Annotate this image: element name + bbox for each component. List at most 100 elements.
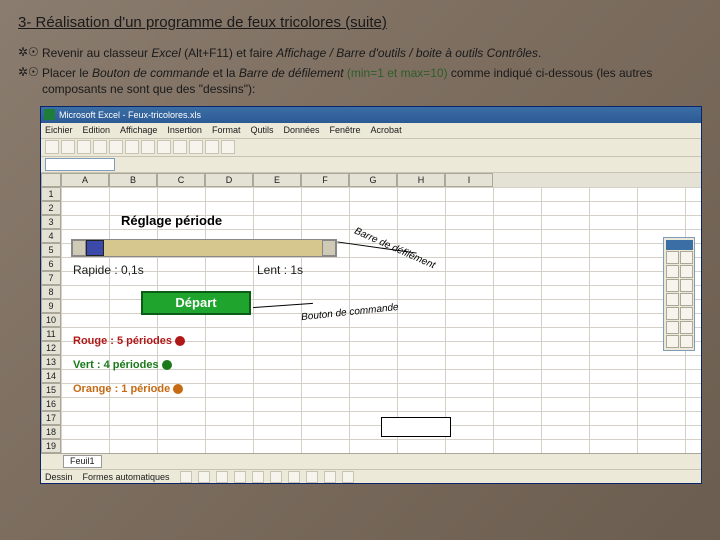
worksheet-grid[interactable]: 1 2 3 4 5 6 7 8 9 10 11 12 13 14 15 16 1… [41,187,701,465]
col-header-e[interactable]: E [253,173,301,187]
menu-fenetre[interactable]: Fenêtre [330,125,361,135]
draw-tool[interactable] [180,471,192,483]
b1-menu: Affichage / Barre d'outils / boite à out… [276,46,538,60]
row-header[interactable]: 11 [41,327,61,341]
toolbar-button[interactable] [157,140,171,154]
select-all-corner[interactable] [41,173,61,187]
row-header[interactable]: 5 [41,243,61,257]
cell-area[interactable]: Réglage période Rapide : 0,1s Lent : 1s … [61,187,701,465]
draw-tool[interactable] [198,471,210,483]
sheet-tab[interactable]: Feuil1 [63,455,102,468]
menu-format[interactable]: Format [212,125,241,135]
b2-bouton: Bouton de commande [92,66,209,80]
row-header[interactable]: 18 [41,425,61,439]
row-header[interactable]: 15 [41,383,61,397]
tool-button[interactable] [680,251,693,264]
orange-row: Orange : 1 période [73,383,183,395]
draw-tool[interactable] [234,471,246,483]
toolbar-button[interactable] [189,140,203,154]
toolbar-button[interactable] [221,140,235,154]
col-header-a[interactable]: A [61,173,109,187]
scrollbar-thumb[interactable] [86,240,104,256]
row-header[interactable]: 16 [41,397,61,411]
tool-button[interactable] [666,265,679,278]
depart-button[interactable]: Départ [141,291,251,315]
bullet-text-1: Revenir au classeur Excel (Alt+F11) et f… [42,45,702,61]
row-header[interactable]: 6 [41,257,61,271]
window-titlebar: Microsoft Excel - Feux-tricolores.xls [41,107,701,123]
row-header[interactable]: 1 [41,187,61,201]
dessin-label[interactable]: Dessin [45,472,73,482]
col-header-b[interactable]: B [109,173,157,187]
col-header-f[interactable]: F [301,173,349,187]
draw-tool[interactable] [252,471,264,483]
draw-tool[interactable] [288,471,300,483]
row-header[interactable]: 8 [41,285,61,299]
toolbar-button[interactable] [77,140,91,154]
toolbox-titlebar[interactable] [666,240,693,250]
toolbar-button[interactable] [61,140,75,154]
row-header[interactable]: 9 [41,299,61,313]
rouge-text: Rouge : 5 périodes [73,335,172,347]
row-header[interactable]: 2 [41,201,61,215]
tool-button[interactable] [666,321,679,334]
row-header[interactable]: 7 [41,271,61,285]
row-header[interactable]: 14 [41,369,61,383]
toolbar-button[interactable] [205,140,219,154]
toolbar-button[interactable] [109,140,123,154]
tool-button[interactable] [666,293,679,306]
b2-minmax: (min=1 et max=10) [344,66,448,80]
draw-tool[interactable] [270,471,282,483]
tool-button[interactable] [680,265,693,278]
status-area: Feuil1 Dessin Formes automatiques [41,453,701,483]
toolbar-button[interactable] [93,140,107,154]
row-header[interactable]: 12 [41,341,61,355]
tool-button[interactable] [666,279,679,292]
draw-tool[interactable] [324,471,336,483]
col-header-i[interactable]: I [445,173,493,187]
selected-cell[interactable] [381,417,451,437]
tool-button[interactable] [680,293,693,306]
toolbar-button[interactable] [173,140,187,154]
b1-t1: Revenir au classeur [42,46,151,60]
tool-button[interactable] [680,335,693,348]
name-box[interactable] [45,158,115,171]
draw-tool[interactable] [342,471,354,483]
draw-tool[interactable] [216,471,228,483]
menu-acrobat[interactable]: Acrobat [371,125,402,135]
tool-button[interactable] [666,335,679,348]
tool-button[interactable] [680,307,693,320]
row-header[interactable]: 19 [41,439,61,453]
menu-edition[interactable]: Edition [83,125,111,135]
controls-toolbox[interactable] [663,237,695,351]
tool-button[interactable] [666,251,679,264]
row-header[interactable]: 17 [41,411,61,425]
row-header[interactable]: 3 [41,215,61,229]
scrollbar-control[interactable] [71,239,337,257]
scrollbar-right-arrow[interactable] [322,240,336,256]
menu-insertion[interactable]: Insertion [167,125,202,135]
toolbar-button[interactable] [45,140,59,154]
menu-fichier[interactable]: Eichier [45,125,73,135]
tool-button[interactable] [666,307,679,320]
toolbar-button[interactable] [141,140,155,154]
toolbar-button[interactable] [125,140,139,154]
autoshapes-menu[interactable]: Formes automatiques [79,472,174,482]
col-header-h[interactable]: H [397,173,445,187]
formula-bar [41,157,701,173]
scrollbar-track[interactable] [86,240,322,256]
row-header[interactable]: 13 [41,355,61,369]
tool-button[interactable] [680,321,693,334]
menu-affichage[interactable]: Affichage [120,125,157,135]
scrollbar-left-arrow[interactable] [72,240,86,256]
col-header-c[interactable]: C [157,173,205,187]
menu-outils[interactable]: Qutils [250,125,273,135]
bullet-symbol: ✲☉ [18,65,42,97]
col-header-g[interactable]: G [349,173,397,187]
draw-tool[interactable] [306,471,318,483]
menu-donnees[interactable]: Données [283,125,319,135]
row-header[interactable]: 10 [41,313,61,327]
tool-button[interactable] [680,279,693,292]
col-header-d[interactable]: D [205,173,253,187]
row-header[interactable]: 4 [41,229,61,243]
